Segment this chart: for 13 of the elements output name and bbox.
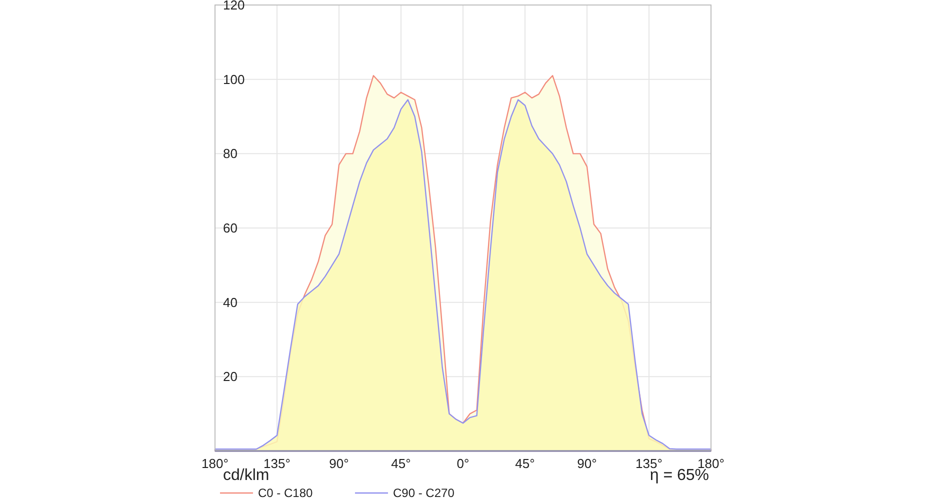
y-tick-label: 60	[223, 220, 238, 236]
legend-label: C0 - C180	[258, 486, 314, 500]
y-tick-label: 80	[223, 146, 238, 162]
x-tick-label: 0°	[456, 456, 470, 471]
y-tick-label: 40	[223, 294, 238, 310]
x-tick-label: 90°	[577, 456, 597, 471]
legend-label: C90 - C270	[393, 486, 455, 500]
y-tick-label: 20	[223, 369, 238, 384]
y-tick-label: 100	[223, 72, 245, 87]
x-tick-label: 45°	[391, 456, 411, 471]
x-tick-label: 90°	[329, 456, 349, 471]
y-tick-label: 120	[223, 0, 245, 13]
x-tick-label: 45°	[515, 456, 535, 471]
